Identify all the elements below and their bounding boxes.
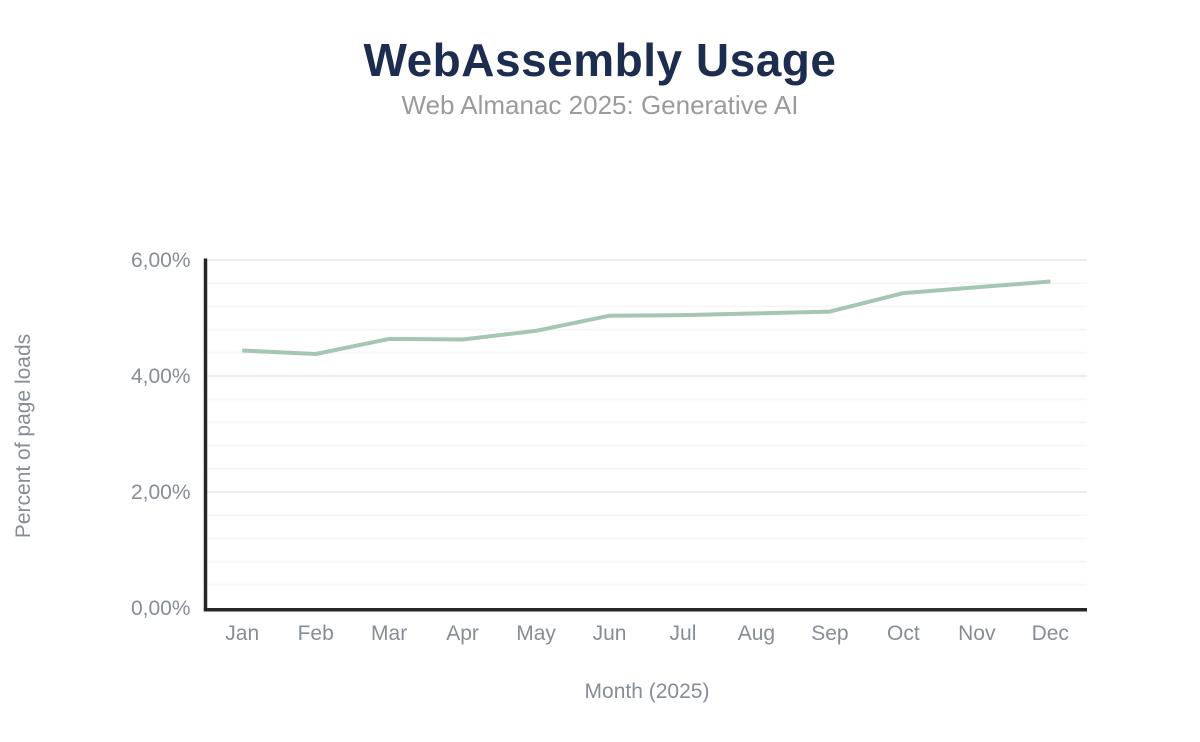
x-tick-label: Aug xyxy=(737,622,776,645)
y-tick-label: 0,00% xyxy=(130,597,191,620)
chart-subtitle: Web Almanac 2025: Generative AI xyxy=(401,90,799,120)
x-tick-label: Jul xyxy=(669,622,697,645)
x-tick-label: Sep xyxy=(811,622,849,645)
y-tick-label: 4,00% xyxy=(130,365,191,388)
chart-title: WebAssembly Usage xyxy=(363,34,837,86)
x-tick-label: May xyxy=(516,622,556,645)
x-tick-label: Dec xyxy=(1031,622,1069,645)
x-tick-label: Mar xyxy=(371,622,408,645)
x-tick-label: Jan xyxy=(225,622,260,645)
x-tick-label: Nov xyxy=(958,622,996,645)
x-tick-label: Oct xyxy=(887,622,920,645)
y-axis-title: Percent of page loads xyxy=(12,333,35,539)
series-line xyxy=(242,279,1051,356)
x-tick-label: Jun xyxy=(592,622,627,645)
y-tick-label: 6,00% xyxy=(130,249,191,272)
x-tick-label: Feb xyxy=(297,622,334,645)
y-tick-label: 2,00% xyxy=(130,481,191,504)
x-axis-title: Month (2025) xyxy=(584,680,710,703)
x-tick-label: Apr xyxy=(446,622,479,645)
